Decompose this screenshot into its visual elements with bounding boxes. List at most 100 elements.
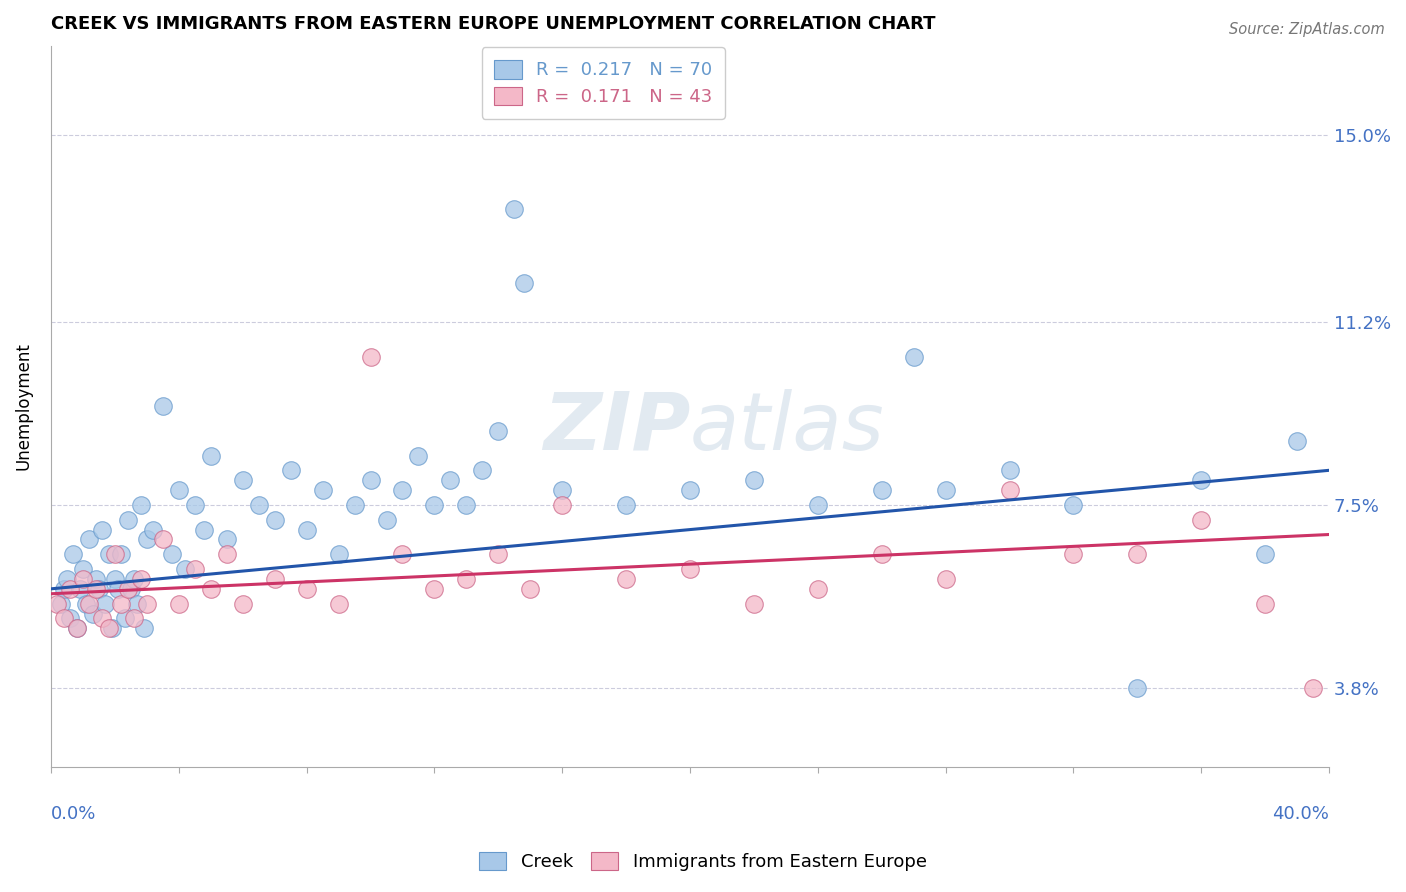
Point: [328, 547, 350, 561]
Point: [423, 498, 446, 512]
Point: [263, 513, 285, 527]
Text: atlas: atlas: [690, 389, 884, 467]
Point: [935, 483, 957, 497]
Point: [423, 582, 446, 596]
Point: [247, 498, 270, 512]
Point: [129, 498, 152, 512]
Point: [311, 483, 333, 497]
Point: [513, 276, 536, 290]
Point: [193, 523, 215, 537]
Point: [998, 463, 1021, 477]
Point: [97, 547, 120, 561]
Point: [135, 597, 157, 611]
Point: [46, 597, 69, 611]
Point: [107, 582, 129, 596]
Point: [91, 523, 114, 537]
Point: [59, 582, 82, 596]
Point: [120, 582, 142, 596]
Point: [122, 572, 145, 586]
Point: [295, 523, 318, 537]
Point: [343, 498, 366, 512]
Point: [174, 562, 197, 576]
Point: [551, 498, 574, 512]
Text: 0.0%: 0.0%: [51, 805, 97, 823]
Point: [614, 498, 637, 512]
Point: [807, 498, 830, 512]
Point: [375, 513, 398, 527]
Point: [135, 533, 157, 547]
Point: [200, 449, 222, 463]
Point: [471, 463, 494, 477]
Point: [65, 621, 87, 635]
Point: [232, 597, 254, 611]
Point: [167, 597, 190, 611]
Legend: R =  0.217   N = 70, R =  0.171   N = 43: R = 0.217 N = 70, R = 0.171 N = 43: [482, 47, 725, 119]
Point: [360, 473, 382, 487]
Point: [391, 547, 413, 561]
Point: [1254, 547, 1277, 561]
Point: [1126, 547, 1149, 561]
Point: [152, 533, 174, 547]
Point: [439, 473, 461, 487]
Point: [59, 611, 82, 625]
Point: [79, 597, 101, 611]
Point: [52, 611, 75, 625]
Point: [132, 621, 155, 635]
Point: [360, 350, 382, 364]
Point: [1189, 513, 1212, 527]
Point: [56, 572, 79, 586]
Point: [486, 424, 509, 438]
Point: [391, 483, 413, 497]
Point: [935, 572, 957, 586]
Text: ZIP: ZIP: [543, 389, 690, 467]
Point: [72, 562, 94, 576]
Point: [998, 483, 1021, 497]
Point: [104, 547, 127, 561]
Point: [65, 621, 87, 635]
Point: [742, 597, 765, 611]
Point: [1286, 434, 1309, 448]
Point: [679, 562, 702, 576]
Point: [117, 582, 139, 596]
Point: [52, 582, 75, 596]
Point: [184, 498, 207, 512]
Point: [408, 449, 430, 463]
Point: [1062, 498, 1084, 512]
Point: [72, 572, 94, 586]
Point: [117, 513, 139, 527]
Point: [75, 597, 97, 611]
Point: [519, 582, 541, 596]
Point: [870, 547, 893, 561]
Point: [486, 547, 509, 561]
Point: [62, 547, 84, 561]
Point: [456, 572, 478, 586]
Point: [114, 611, 136, 625]
Point: [742, 473, 765, 487]
Point: [142, 523, 165, 537]
Text: CREEK VS IMMIGRANTS FROM EASTERN EUROPE UNEMPLOYMENT CORRELATION CHART: CREEK VS IMMIGRANTS FROM EASTERN EUROPE …: [51, 15, 935, 33]
Point: [110, 597, 132, 611]
Point: [110, 547, 132, 561]
Point: [215, 547, 238, 561]
Point: [104, 572, 127, 586]
Point: [69, 582, 91, 596]
Point: [614, 572, 637, 586]
Point: [1189, 473, 1212, 487]
Point: [1302, 681, 1324, 695]
Point: [184, 562, 207, 576]
Point: [79, 533, 101, 547]
Point: [232, 473, 254, 487]
Point: [100, 621, 122, 635]
Point: [129, 572, 152, 586]
Text: 40.0%: 40.0%: [1272, 805, 1329, 823]
Point: [807, 582, 830, 596]
Point: [456, 498, 478, 512]
Point: [97, 621, 120, 635]
Point: [295, 582, 318, 596]
Point: [84, 582, 107, 596]
Point: [1062, 547, 1084, 561]
Point: [280, 463, 302, 477]
Point: [679, 483, 702, 497]
Text: Source: ZipAtlas.com: Source: ZipAtlas.com: [1229, 22, 1385, 37]
Point: [1254, 597, 1277, 611]
